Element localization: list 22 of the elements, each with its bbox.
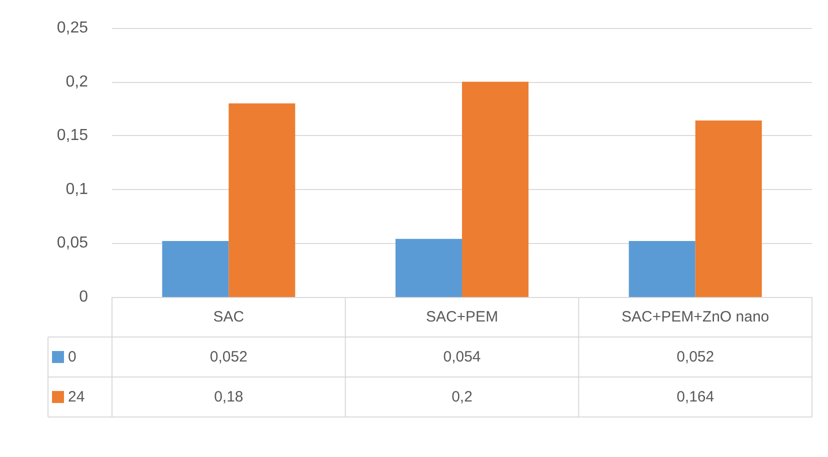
bar bbox=[628, 241, 696, 297]
x-tick-label: SAC+PEM+ZnO nano bbox=[622, 308, 770, 326]
data-label: 0,2 bbox=[452, 388, 472, 406]
legend-label: 24 bbox=[68, 388, 85, 406]
data-label: 0,054 bbox=[443, 348, 481, 366]
data-label: 0,164 bbox=[676, 388, 714, 406]
bar bbox=[462, 82, 528, 297]
y-tick-label: 0,15 bbox=[56, 127, 88, 144]
x-tick-label: SAC+PEM bbox=[426, 308, 498, 326]
bar bbox=[162, 241, 229, 297]
data-label: 0,052 bbox=[676, 348, 714, 366]
data-label: 0,052 bbox=[210, 348, 248, 366]
bar bbox=[695, 120, 762, 297]
y-tick-label: 0,25 bbox=[56, 20, 88, 36]
bar bbox=[228, 103, 296, 297]
y-tick-label: 0,2 bbox=[66, 73, 88, 90]
y-tick-label: 0,05 bbox=[56, 234, 88, 252]
bar bbox=[396, 238, 462, 297]
y-tick-label: 0 bbox=[79, 288, 88, 306]
x-tick-label: SAC bbox=[213, 308, 244, 326]
y-tick-label: 0,1 bbox=[66, 180, 88, 198]
data-label: 0,18 bbox=[214, 388, 244, 406]
